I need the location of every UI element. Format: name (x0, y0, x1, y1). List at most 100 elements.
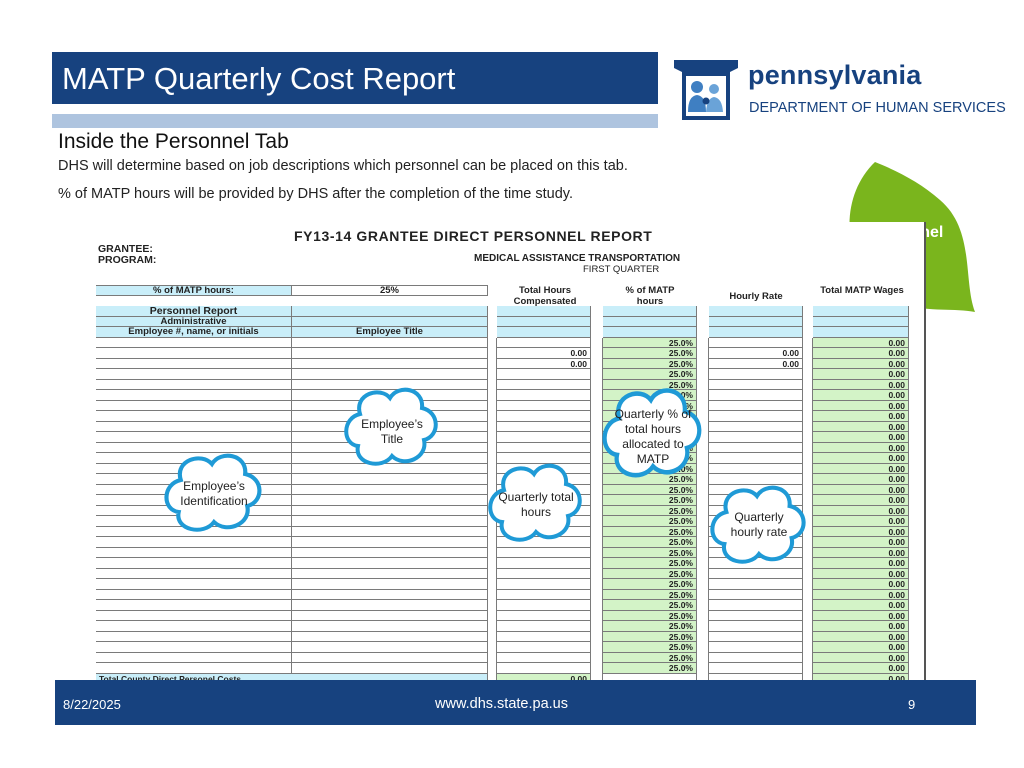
emp-title-cell[interactable] (292, 631, 488, 642)
emp-id-cell[interactable] (96, 442, 292, 453)
emp-title-cell[interactable] (292, 621, 488, 632)
emp-id-cell[interactable] (96, 526, 292, 537)
rate-cell[interactable] (709, 568, 803, 579)
hours-cell[interactable] (497, 369, 591, 380)
rate-cell[interactable] (709, 432, 803, 443)
hours-cell[interactable]: 0.00 (497, 358, 591, 369)
emp-title-cell[interactable] (292, 589, 488, 600)
emp-id-cell[interactable] (96, 400, 292, 411)
emp-id-cell[interactable] (96, 337, 292, 348)
hours-cell[interactable] (497, 379, 591, 390)
hours-cell[interactable] (497, 652, 591, 663)
rate-cell[interactable] (709, 642, 803, 653)
emp-title-cell[interactable] (292, 463, 488, 474)
rate-cell[interactable] (709, 610, 803, 621)
rate-cell[interactable] (709, 442, 803, 453)
rate-cell[interactable] (709, 379, 803, 390)
emp-id-cell[interactable] (96, 558, 292, 569)
rate-cell[interactable] (709, 463, 803, 474)
hours-cell[interactable] (497, 390, 591, 401)
hours-cell[interactable] (497, 537, 591, 548)
emp-title-cell[interactable] (292, 337, 488, 348)
emp-id-cell[interactable] (96, 631, 292, 642)
emp-title-cell[interactable] (292, 568, 488, 579)
hours-cell[interactable] (497, 642, 591, 653)
emp-id-cell[interactable] (96, 621, 292, 632)
emp-id-cell[interactable] (96, 652, 292, 663)
hours-cell[interactable] (497, 547, 591, 558)
rate-cell[interactable] (709, 631, 803, 642)
matp-hours-value[interactable]: 25% (292, 285, 488, 296)
emp-title-cell[interactable] (292, 348, 488, 359)
emp-title-cell[interactable] (292, 379, 488, 390)
emp-title-cell[interactable] (292, 610, 488, 621)
rate-cell[interactable] (709, 621, 803, 632)
emp-id-cell[interactable] (96, 411, 292, 422)
emp-title-cell[interactable] (292, 547, 488, 558)
emp-id-cell[interactable] (96, 432, 292, 443)
hours-cell[interactable] (497, 453, 591, 464)
hours-cell[interactable] (497, 568, 591, 579)
emp-title-cell[interactable] (292, 516, 488, 527)
emp-title-cell[interactable] (292, 642, 488, 653)
footer-url[interactable]: www.dhs.state.pa.us (435, 696, 568, 712)
rate-cell[interactable]: 0.00 (709, 348, 803, 359)
hours-cell[interactable] (497, 579, 591, 590)
emp-id-cell[interactable] (96, 348, 292, 359)
hours-cell[interactable] (497, 600, 591, 611)
hours-cell[interactable] (497, 411, 591, 422)
rate-cell[interactable] (709, 579, 803, 590)
emp-id-cell[interactable] (96, 579, 292, 590)
hours-cell[interactable]: 0.00 (497, 348, 591, 359)
rate-cell[interactable] (709, 421, 803, 432)
hours-cell[interactable] (497, 631, 591, 642)
rate-cell[interactable] (709, 589, 803, 600)
hours-cell[interactable] (497, 610, 591, 621)
emp-id-cell[interactable] (96, 379, 292, 390)
emp-id-cell[interactable] (96, 663, 292, 674)
emp-id-cell[interactable] (96, 421, 292, 432)
rate-cell[interactable] (709, 663, 803, 674)
emp-id-cell[interactable] (96, 568, 292, 579)
emp-title-cell[interactable] (292, 474, 488, 485)
rate-cell[interactable] (709, 400, 803, 411)
rate-cell[interactable] (709, 369, 803, 380)
emp-title-cell[interactable] (292, 495, 488, 506)
rate-cell[interactable] (709, 652, 803, 663)
emp-title-cell[interactable] (292, 600, 488, 611)
emp-title-cell[interactable] (292, 579, 488, 590)
emp-title-cell[interactable] (292, 369, 488, 380)
hours-cell[interactable] (497, 432, 591, 443)
rate-cell[interactable] (709, 558, 803, 569)
emp-title-cell[interactable] (292, 505, 488, 516)
emp-id-cell[interactable] (96, 547, 292, 558)
emp-title-cell[interactable] (292, 663, 488, 674)
rate-cell[interactable] (709, 600, 803, 611)
emp-title-cell[interactable] (292, 652, 488, 663)
rate-cell[interactable] (709, 390, 803, 401)
emp-title-cell[interactable] (292, 558, 488, 569)
emp-id-cell[interactable] (96, 369, 292, 380)
emp-title-cell[interactable] (292, 537, 488, 548)
rate-cell[interactable]: 0.00 (709, 358, 803, 369)
rate-cell[interactable] (709, 453, 803, 464)
hours-cell[interactable] (497, 421, 591, 432)
rate-cell[interactable] (709, 474, 803, 485)
emp-title-cell[interactable] (292, 358, 488, 369)
hours-cell[interactable] (497, 442, 591, 453)
emp-id-cell[interactable] (96, 610, 292, 621)
emp-id-cell[interactable] (96, 390, 292, 401)
emp-id-cell[interactable] (96, 600, 292, 611)
emp-id-cell[interactable] (96, 642, 292, 653)
hours-cell[interactable] (497, 337, 591, 348)
rate-cell[interactable] (709, 337, 803, 348)
hours-cell[interactable] (497, 400, 591, 411)
hours-cell[interactable] (497, 663, 591, 674)
hours-cell[interactable] (497, 589, 591, 600)
rate-cell[interactable] (709, 411, 803, 422)
hours-cell[interactable] (497, 621, 591, 632)
emp-id-cell[interactable] (96, 589, 292, 600)
emp-title-cell[interactable] (292, 526, 488, 537)
emp-title-cell[interactable] (292, 484, 488, 495)
hours-cell[interactable] (497, 558, 591, 569)
